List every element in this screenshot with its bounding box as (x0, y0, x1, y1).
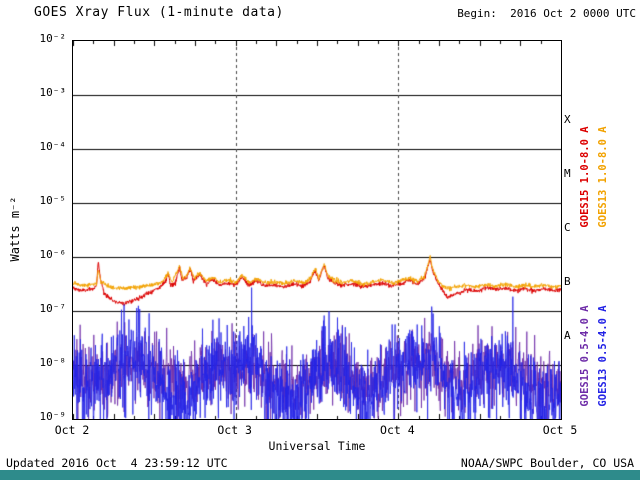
flare-class-letter: X (564, 113, 571, 126)
y-tick-label: 10⁻⁷ (39, 302, 67, 315)
y-tick-label: 10⁻⁸ (39, 356, 67, 369)
series-label: GOES13 1.0-8.0 A (597, 126, 609, 228)
y-tick-label: 10⁻² (39, 32, 67, 45)
begin-timestamp: Begin: 2016 Oct 2 0000 UTC (457, 7, 636, 20)
y-tick-label: 10⁻⁹ (39, 410, 67, 423)
series-label: GOES13 0.5-4.0 A (597, 305, 609, 407)
source-label: NOAA/SWPC Boulder, CO USA (460, 456, 634, 470)
x-tick-label: Oct 4 (380, 423, 415, 437)
chart-title: GOES Xray Flux (1-minute data) (34, 5, 284, 20)
plot-area (72, 40, 562, 420)
updated-timestamp: Updated 2016 Oct 4 23:59:12 UTC (6, 456, 228, 470)
y-tick-label: 10⁻⁵ (39, 194, 67, 207)
flare-class-letter: A (564, 329, 571, 342)
flare-class-letter: B (564, 275, 571, 288)
x-tick-label: Oct 3 (217, 423, 252, 437)
flux-canvas (73, 41, 561, 419)
y-tick-label: 10⁻⁶ (39, 248, 67, 261)
flare-class-letter: C (564, 221, 571, 234)
y-tick-label: 10⁻⁴ (39, 140, 67, 153)
flare-class-letter: M (564, 167, 571, 180)
x-tick-label: Oct 2 (54, 423, 90, 437)
series-label: GOES15 0.5-4.0 A (579, 305, 591, 407)
y-tick-label: 10⁻³ (39, 86, 67, 99)
series-label: GOES15 1.0-8.0 A (579, 126, 591, 228)
bottom-bar (0, 470, 640, 480)
x-axis-label: Universal Time (268, 439, 366, 453)
x-tick-label: Oct 5 (542, 423, 578, 437)
